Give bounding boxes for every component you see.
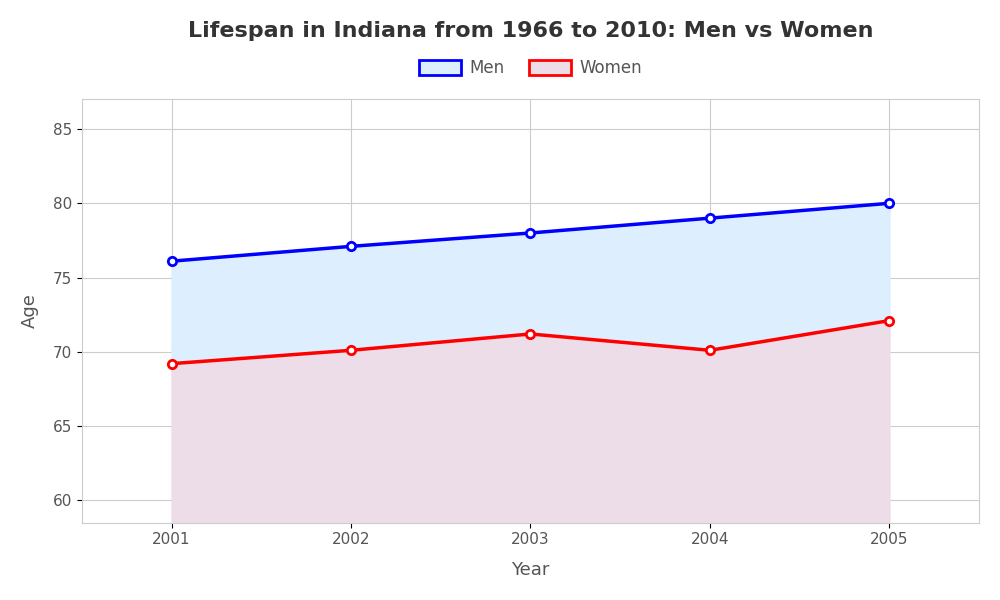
Y-axis label: Age: Age <box>21 293 39 328</box>
X-axis label: Year: Year <box>511 561 550 579</box>
Title: Lifespan in Indiana from 1966 to 2010: Men vs Women: Lifespan in Indiana from 1966 to 2010: M… <box>188 21 873 41</box>
Legend: Men, Women: Men, Women <box>412 53 649 84</box>
